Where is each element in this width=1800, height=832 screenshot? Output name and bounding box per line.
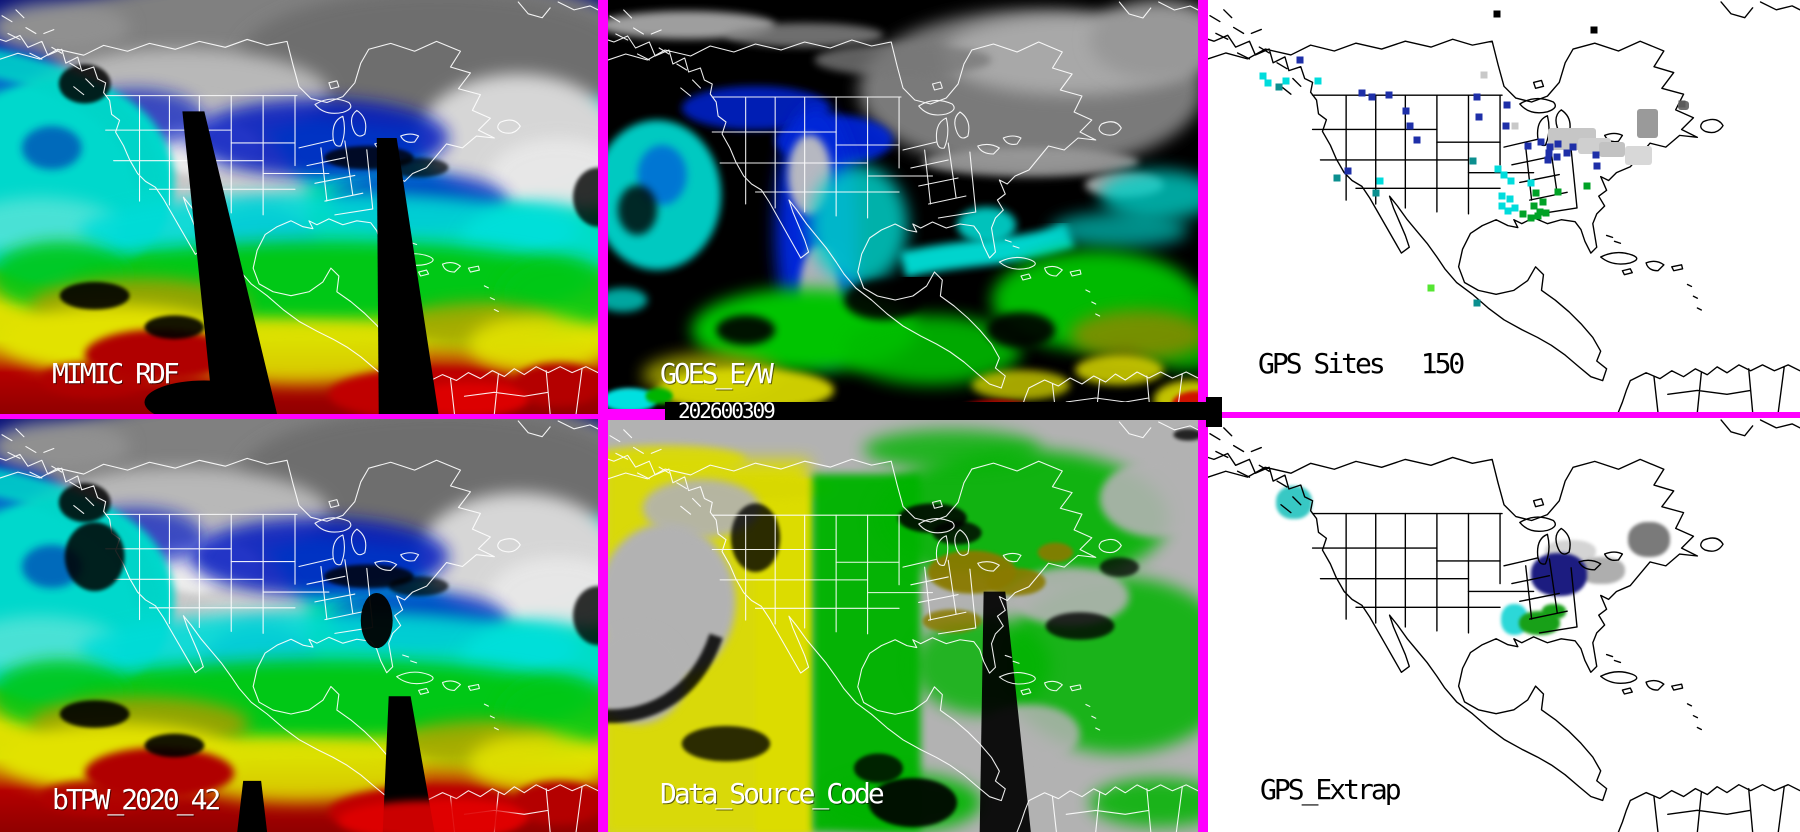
gps-site-dot [1524,142,1532,150]
gps-site-dot [1527,214,1535,222]
gps-site-dot [1475,113,1483,121]
gps-site-dot [1376,177,1384,185]
gps-sites-dot-layer [1208,0,1800,412]
gps-site-dot [1537,138,1545,146]
date-text: 202600309 [678,399,776,423]
panel-btpw: bTPW_2020_42 [0,419,598,832]
gps-extrap-region-layer [1208,418,1800,832]
gps-site-dot [1259,72,1267,80]
gps-site-dot [1344,167,1352,175]
date-bar-corner-block-lower [1206,420,1222,427]
gps-site-dot [1473,93,1481,101]
gps-site-dot [1554,188,1562,196]
gps-site-dot [1427,284,1435,292]
extrap-region [1628,521,1670,557]
gps-site-dot [1314,77,1322,85]
gps-sites-label-row: GPS Sites 150 [1258,347,1466,380]
gps-site-dot [1507,177,1515,185]
gps-site-dot [1536,208,1544,216]
coverage-patch [1625,146,1652,165]
panel-gps-sites: GPS Sites 150 [1208,0,1800,412]
gps-site-dot [1511,122,1519,130]
gps-site-dot [1494,165,1502,173]
gps-site-dot [1296,56,1304,64]
goes-ew-image [608,0,1198,420]
gps-site-dot [1503,101,1511,109]
panel-goes-ew: GOES_E/W [608,0,1198,420]
gps-site-dot [1511,204,1519,212]
gps-site-dot [1413,136,1421,144]
gps-site-dot [1583,182,1591,190]
extrap-region [1276,486,1312,520]
date-bar-corner-block [1206,397,1222,420]
panel-gps-extrap: GPS_Extrap [1208,418,1800,832]
gps-site-dot [1554,140,1562,148]
gps-site-dot [1333,174,1341,182]
gps-site-dot [1545,149,1553,157]
gps-site-dot [1480,71,1488,79]
gps-site-dot [1519,210,1527,218]
gps-site-dot [1544,156,1552,164]
panel-data-source-code: Data_Source_Code [608,420,1198,832]
gps-site-dot [1498,202,1506,210]
gps-sites-label: GPS Sites [1258,347,1386,380]
gps-site-dot [1592,151,1600,158]
gps-extrap-basemap [1208,419,1800,832]
gps-site-dot [1502,122,1510,130]
data-source-code-label: Data_Source_Code [660,777,885,810]
gps-site-dot [1539,198,1547,206]
gps-site-dot [1372,189,1380,197]
gps-extrap-label: GPS_Extrap [1260,773,1402,806]
gps-site-dot [1542,209,1550,217]
gps-site-dot [1500,171,1508,179]
panel-mimic-rdf: MIMIC RDF [0,0,598,414]
gps-sites-count: 150 [1420,347,1466,380]
gps-site-dot [1534,212,1542,220]
gps-site-dot [1678,100,1686,108]
gps-site-dot [1563,149,1571,157]
gps-site-dot [1368,93,1376,101]
gps-site-dot [1282,77,1290,85]
gps-site-dot [1527,179,1535,187]
mimic-rdf-label: MIMIC RDF [52,357,180,390]
gps-site-dot [1593,162,1601,170]
gps-site-dot [1553,153,1561,161]
gps-site-dot [1504,207,1512,215]
coverage-patch [1636,109,1658,138]
gps-site-dot [1546,143,1554,151]
goes-ew-label: GOES_E/W [660,357,774,390]
gps-site-dot [1590,26,1598,34]
gps-site-dot [1530,202,1538,210]
btpw-label: bTPW_2020_42 [52,783,221,816]
btpw-image [0,419,598,832]
gps-site-dot [1275,83,1283,91]
date-bar: 202600309 [665,399,1206,423]
gps-site-dot [1406,122,1414,130]
gps-site-dot [1473,299,1481,307]
gps-site-dot [1385,91,1393,99]
data-source-code-image [608,420,1198,832]
gps-site-dot [1358,89,1366,97]
mimic-rdf-image [0,0,598,414]
gps-site-dot [1569,143,1577,151]
gps-site-dot [1532,189,1540,197]
gps-site-dot [1469,157,1477,165]
gps-site-dot [1506,195,1514,203]
extrap-region [1530,552,1587,597]
gps-site-dot [1498,192,1506,200]
coverage-patch [1598,142,1626,157]
gps-site-dot [1402,107,1410,115]
gps-site-dot [1264,79,1272,87]
gps-site-dot [1493,10,1501,18]
